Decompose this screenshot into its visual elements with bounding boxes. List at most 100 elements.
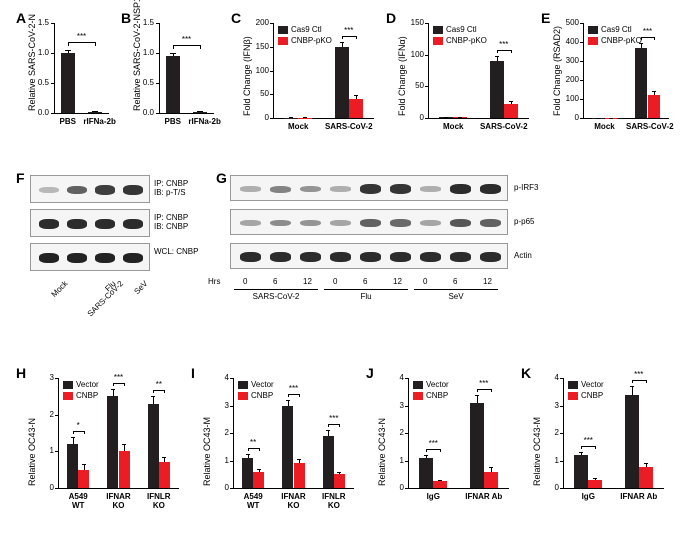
sig-bracket: [477, 389, 491, 390]
bar: [166, 56, 180, 113]
blot-band: [480, 219, 501, 227]
ytick-mark: [55, 451, 58, 452]
legend-text: CNBP-pKO: [446, 36, 487, 45]
errcap: [652, 91, 656, 92]
xlabel: IgG: [563, 492, 614, 501]
x-axis: [428, 118, 529, 119]
errbar: [124, 444, 125, 451]
blot-band: [95, 185, 115, 194]
blot-band: [390, 184, 411, 193]
legend-text: Cas9 Ctl: [291, 25, 322, 34]
xlabel: PBS: [56, 117, 80, 126]
blot-row: [30, 175, 150, 203]
sig-label: **: [243, 438, 263, 447]
ylabel: Relative OC43-N: [377, 418, 387, 486]
blot-band: [240, 220, 261, 226]
cond-label: Flu: [324, 292, 408, 301]
errbar: [477, 395, 478, 403]
ytick: 4: [382, 373, 404, 382]
hrs-value: 0: [423, 277, 427, 286]
bar: [242, 458, 253, 488]
legend-swatch: [433, 37, 443, 45]
blot-band: [123, 219, 143, 229]
bar: [433, 481, 447, 488]
panel-label-F: F: [16, 170, 25, 186]
blot-band: [240, 252, 261, 262]
cond-underline: [234, 289, 318, 290]
x-axis: [408, 488, 509, 489]
blot-band: [390, 219, 411, 227]
xlabel: SARS-CoV-2: [626, 122, 669, 131]
ytick-mark: [580, 80, 583, 81]
ytick-mark: [270, 71, 273, 72]
cond-underline: [324, 289, 408, 290]
y-axis: [563, 378, 564, 488]
legend-swatch: [63, 392, 73, 400]
bar: [282, 406, 293, 489]
bar: [484, 472, 498, 489]
cond-label: SARS-CoV-2: [234, 292, 318, 301]
bar: [490, 61, 504, 118]
xlabel: IFNAR Ab: [614, 492, 665, 501]
ytick: 3: [207, 401, 229, 410]
blot-row-label: WCL: CNBP: [154, 247, 198, 256]
legend-item: Vector: [238, 380, 274, 389]
sig-bracket: [641, 37, 653, 38]
errcap: [458, 117, 462, 118]
blot-band: [300, 220, 321, 227]
blot-band: [360, 219, 381, 227]
blot-band: [390, 252, 411, 262]
y-axis: [54, 23, 55, 113]
bar: [419, 458, 433, 488]
errcap: [246, 454, 250, 455]
blot-row-label: p-IRF3: [514, 183, 538, 192]
ytick: 3: [382, 401, 404, 410]
ylabel: Fold Change (IFNβ): [242, 36, 252, 116]
errcap: [609, 118, 613, 119]
xlabel: A549: [233, 492, 273, 501]
ytick-mark: [55, 488, 58, 489]
legend-swatch: [588, 37, 598, 45]
errcap: [495, 56, 499, 57]
legend-item: Cas9 Ctl: [588, 25, 632, 34]
bar: [625, 395, 639, 489]
legend-item: Cas9 Ctl: [278, 25, 322, 34]
ytick-mark: [425, 23, 428, 24]
ytick-mark: [51, 53, 54, 54]
bar: [335, 47, 349, 118]
ylabel: Fold Change (RSAD2): [552, 26, 562, 116]
legend-swatch: [413, 381, 423, 389]
ytick: 4: [537, 373, 559, 382]
blot-row: [30, 243, 150, 271]
sig-bracket: [173, 45, 201, 46]
legend-text: Vector: [581, 380, 604, 389]
blot-band: [39, 187, 59, 193]
bar: [334, 474, 345, 488]
bar: [639, 467, 653, 488]
bar: [148, 404, 159, 488]
sig-bracket: [581, 446, 595, 447]
ytick-mark: [405, 433, 408, 434]
ytick-mark: [270, 23, 273, 24]
legend-text: CNBP: [251, 391, 273, 400]
legend-item: Vector: [63, 380, 99, 389]
legend-swatch: [413, 392, 423, 400]
ylabel: Relative SARS-CoV-2-N: [27, 14, 37, 111]
blot-band: [300, 252, 321, 262]
sig-bracket: [113, 383, 124, 384]
sig-bracket: [73, 431, 84, 432]
blot-row: [30, 209, 150, 237]
blot-row: [230, 209, 508, 235]
blot-lane-label: SeV: [132, 279, 149, 296]
legend-text: CNBP-pKO: [601, 36, 642, 45]
blot-band: [95, 219, 115, 229]
ytick-mark: [230, 378, 233, 379]
sig-label: *: [68, 421, 88, 430]
errbar: [113, 389, 114, 396]
bar: [67, 444, 78, 488]
legend-item: Vector: [568, 380, 604, 389]
xlabel: Mock: [583, 122, 626, 131]
bar: [294, 463, 305, 488]
legend-text: CNBP: [76, 391, 98, 400]
errcap: [509, 101, 513, 102]
